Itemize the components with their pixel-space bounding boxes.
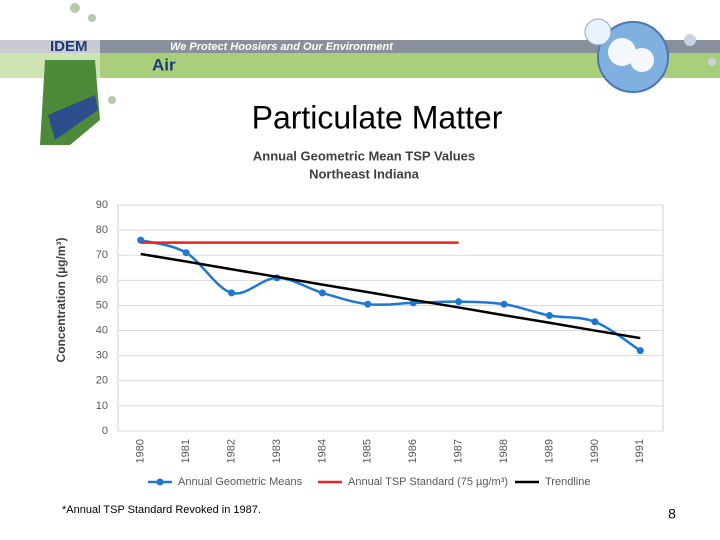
data-point [545,311,553,319]
x-tick-label: 1983 [271,439,283,463]
data-point [455,298,463,306]
legend-label: Trendline [545,476,590,488]
logo-text: IDEM [50,38,88,55]
data-point [318,289,326,297]
chart-subtitle: Northeast Indiana [309,166,420,181]
y-tick-label: 30 [96,350,108,362]
data-point [364,300,372,308]
header-decor [0,3,720,145]
series-line [140,252,641,340]
y-axis-label: Concentration (µg/m³) [54,238,68,363]
x-tick-label: 1988 [498,439,510,463]
slogan-bar-left [0,40,100,53]
data-point [228,289,236,297]
legend-label: Annual TSP Standard (75 µg/m³) [348,476,508,488]
data-point [591,318,599,326]
footnote: *Annual TSP Standard Revoked in 1987. [62,504,261,516]
x-tick-label: 1987 [453,439,465,463]
y-tick-label: 50 [96,299,108,311]
data-point [636,347,644,355]
x-tick-label: 1990 [589,439,601,463]
data-point [182,249,190,257]
x-tick-label: 1986 [407,439,419,463]
cloud [608,38,636,66]
y-tick-label: 70 [96,249,108,261]
y-tick-label: 10 [96,400,108,412]
bubble [88,14,96,22]
y-tick-label: 60 [96,274,108,286]
y-tick-label: 20 [96,375,108,387]
y-tick-label: 0 [102,425,108,437]
x-tick-label: 1985 [362,439,374,463]
logo-stripe [48,95,98,140]
x-tick-label: 1984 [316,439,328,463]
y-tick-label: 40 [96,324,108,336]
bubble [684,34,696,46]
x-tick-label: 1982 [225,439,237,463]
legend-label: Annual Geometric Means [178,476,303,488]
x-tick-label: 1991 [634,439,646,463]
legend-marker [156,478,164,486]
data-point [500,300,508,308]
bubble [708,58,716,66]
section-label: Air [152,55,176,74]
slide-title: Particulate Matter [252,99,503,135]
bubble [70,3,80,13]
bubble [108,96,116,104]
x-tick-label: 1981 [180,439,192,463]
y-tick-label: 80 [96,224,108,236]
slogan-bar [100,40,720,53]
y-tick-label: 90 [96,199,108,211]
x-tick-label: 1980 [135,439,147,463]
slogan: We Protect Hoosiers and Our Environment [170,41,394,53]
x-tick-label: 1989 [543,439,555,463]
chart-title: Annual Geometric Mean TSP Values [253,148,475,163]
cloud [630,48,654,72]
page-number: 8 [668,506,676,522]
bubble [584,18,612,46]
